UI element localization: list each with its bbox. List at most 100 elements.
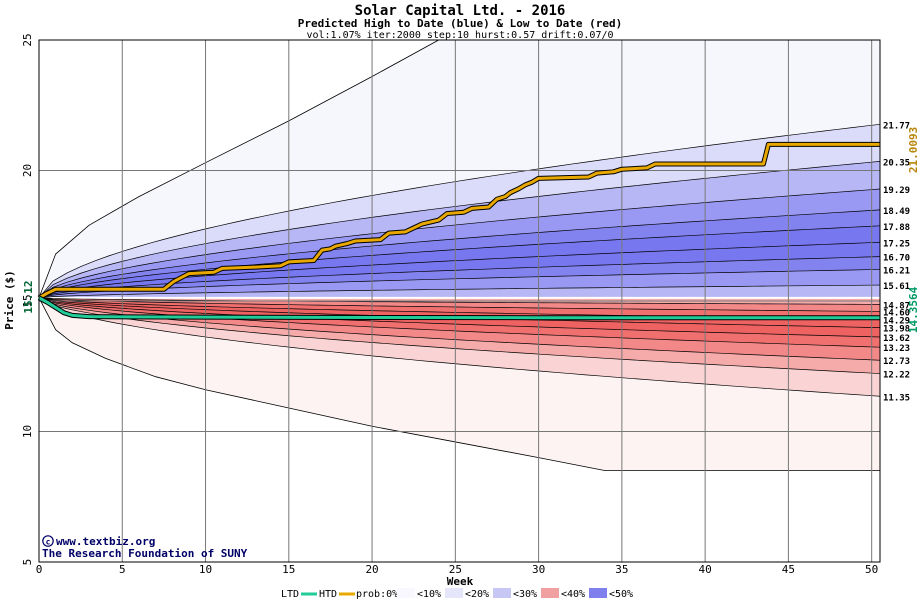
band-high-4 (39, 225, 880, 298)
x-tick-50: 50 (865, 563, 878, 576)
legend-label-4: <50% (609, 589, 633, 600)
x-axis-label: Week (447, 575, 474, 588)
chart-params: vol:1.07% iter:2000 step:10 hurst:0.57 d… (306, 30, 613, 41)
chart-title: Solar Capital Ltd. - 2016 (355, 3, 566, 19)
end-label-high-6: 16.70 (883, 254, 910, 264)
max-envelope-line (38, 39, 439, 299)
y-tick-15: 15 (21, 294, 34, 307)
x-tick-40: 40 (699, 563, 712, 576)
quantile-line-2 (38, 188, 881, 299)
y-tick-25: 25 (21, 33, 34, 46)
end-label-low-7: 12.22 (883, 371, 910, 381)
series-lines (37, 141, 881, 321)
legend: LTD HTD prob:0% <10% <20% <30% <40% <50% (281, 588, 633, 600)
y-axis-label: Price ($) (3, 270, 16, 330)
quantile-line-17 (38, 297, 881, 397)
watermark-org: The Research Foundation of SUNY (42, 547, 248, 560)
legend-swatch-4 (589, 588, 607, 598)
band-low-0 (39, 297, 880, 397)
copyright-icon-glyph: c (46, 538, 51, 547)
copyright-icon (42, 535, 54, 547)
legend-swatch-3 (541, 588, 559, 598)
htd-final-label: 21.0093 (907, 127, 920, 173)
x-tick-15: 15 (282, 563, 295, 576)
band-high-3 (39, 209, 880, 298)
x-tick-45: 45 (782, 563, 795, 576)
end-label-low-3: 13.98 (883, 325, 910, 335)
legend-swatch-1 (445, 588, 463, 598)
x-tick-30: 30 (532, 563, 545, 576)
legend-label-0: <10% (417, 589, 441, 600)
quantile-line-13 (38, 297, 881, 338)
legend-label-3: <40% (561, 589, 585, 600)
ltd-final-label: 14.3564 (907, 286, 920, 333)
end-label-low-1: 14.60 (883, 308, 910, 318)
end-label-low-5: 13.23 (883, 344, 910, 354)
legend-htd-label: HTD (319, 589, 337, 600)
watermark-url: www.textbiz.org (56, 535, 155, 548)
end-label-low-2: 14.29 (883, 317, 910, 327)
x-tick-5: 5 (119, 563, 126, 576)
y-tick-20: 20 (21, 164, 34, 177)
band-high-6 (39, 256, 880, 298)
band-low-3 (39, 297, 880, 348)
end-label-low-8: 11.35 (883, 393, 910, 403)
band-low-6 (39, 297, 880, 320)
ltd-line (38, 296, 881, 320)
quantile-line-16 (38, 297, 881, 374)
band-low-4 (39, 297, 880, 338)
quantile-line-8 (38, 284, 881, 299)
end-label-high-0: 21.77 (883, 121, 910, 131)
quantile-line-0 (38, 123, 881, 299)
legend-label-2: <30% (513, 589, 537, 600)
quantile-line-1 (38, 161, 881, 299)
band-high-1 (39, 161, 880, 298)
legend-label-1: <20% (465, 589, 489, 600)
watermark: c www.textbiz.org The Research Foundatio… (42, 535, 248, 560)
end-label-high-5: 17.25 (883, 239, 910, 249)
chart-subtitle: Predicted High to Date (blue) & Low to D… (298, 17, 623, 30)
x-tick-35: 35 (615, 563, 628, 576)
quantile-line-4 (38, 225, 881, 299)
band-high-0 (39, 124, 880, 298)
end-label-low-0: 14.87 (883, 301, 910, 311)
quantile-line-7 (38, 269, 881, 299)
legend-prob-prefix: prob:0% (356, 589, 398, 600)
end-label-high-8: 15.61 (883, 282, 910, 292)
end-label-high-7: 16.21 (883, 266, 910, 276)
band-low-1 (39, 297, 880, 374)
quantile-line-3 (38, 209, 881, 299)
x-tick-25: 25 (449, 563, 462, 576)
plot-frame (38, 39, 881, 563)
x-tick-20: 20 (365, 563, 378, 576)
band-high-2 (39, 189, 880, 298)
legend-swatch-2 (493, 588, 511, 598)
end-label-high-1: 20.35 (883, 158, 910, 168)
band-low-2 (39, 297, 880, 361)
min-envelope-line (38, 297, 880, 472)
quantile-line-10 (38, 297, 881, 312)
end-label-high-2: 19.29 (883, 186, 910, 196)
band-high-8 (39, 285, 880, 298)
legend-ltd-label: LTD (281, 589, 299, 600)
quantile-line-6 (38, 256, 881, 299)
legend-swatch-0 (397, 588, 415, 598)
quantile-line-9 (38, 297, 881, 305)
end-label-low-4: 13.62 (883, 334, 910, 344)
y-tick-10: 10 (21, 425, 34, 438)
end-labels: 21.77 20.35 19.29 18.49 17.88 17.25 16.70 16.21… (883, 121, 910, 403)
end-label-low-6: 12.73 (883, 357, 910, 367)
x-tick-10: 10 (199, 563, 212, 576)
band-center (39, 296, 880, 299)
start-price-label: 15.12 (22, 280, 35, 313)
htd-line (38, 142, 880, 300)
band-high-7 (39, 269, 880, 298)
end-label-high-3: 18.49 (883, 207, 910, 217)
x-tick-0: 0 (36, 563, 43, 576)
end-label-high-4: 17.88 (883, 223, 910, 233)
y-tick-5: 5 (21, 559, 34, 566)
quantile-line-15 (38, 297, 881, 361)
probability-bands (38, 39, 881, 472)
